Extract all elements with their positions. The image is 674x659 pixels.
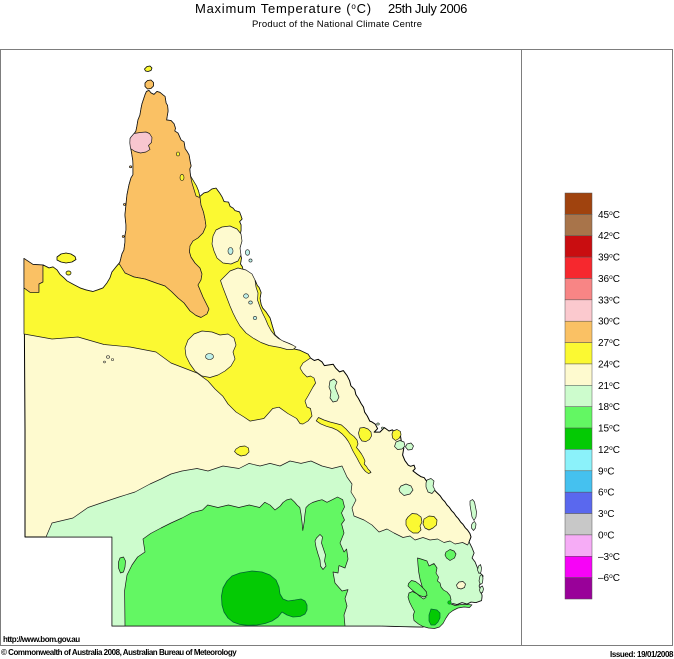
svg-text:33oC: 33oC [598, 295, 620, 306]
svg-text:12oC: 12oC [598, 445, 620, 456]
svg-text:15oC: 15oC [598, 424, 620, 435]
svg-text:6oC: 6oC [598, 488, 614, 499]
svg-text:42oC: 42oC [598, 231, 620, 242]
svg-text:45oC: 45oC [598, 210, 620, 221]
svg-text:9oC: 9oC [598, 466, 614, 477]
svg-text:18oC: 18oC [598, 402, 620, 413]
svg-text:21oC: 21oC [598, 381, 620, 392]
svg-text:–6oC: –6oC [598, 573, 620, 584]
svg-text:3oC: 3oC [598, 509, 614, 520]
svg-text:0oC: 0oC [598, 530, 614, 541]
svg-text:36oC: 36oC [598, 274, 620, 285]
svg-text:30oC: 30oC [598, 317, 620, 328]
svg-text:27oC: 27oC [598, 338, 620, 349]
svg-text:39oC: 39oC [598, 253, 620, 264]
svg-text:24oC: 24oC [598, 359, 620, 370]
svg-text:–3oC: –3oC [598, 552, 620, 563]
